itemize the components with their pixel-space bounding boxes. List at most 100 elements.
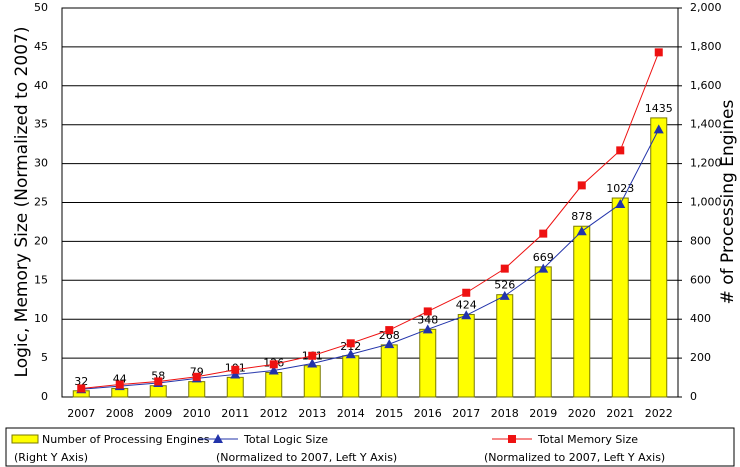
x-tick-label: 2020 <box>568 407 596 420</box>
bar <box>342 355 360 398</box>
marker <box>616 146 625 155</box>
bar-value-label: 348 <box>417 313 438 326</box>
legend-box <box>5 427 735 467</box>
bar <box>226 376 244 398</box>
bar <box>650 117 668 398</box>
bar <box>303 365 321 398</box>
y2-tick-label: 1,200 <box>690 157 722 170</box>
marker <box>576 226 587 236</box>
y2-tick-label: 400 <box>690 312 711 325</box>
legend-label: Total Logic Size <box>243 433 328 446</box>
plot-frame <box>61 7 679 398</box>
bar <box>611 197 629 398</box>
y-tick-label: 40 <box>34 79 48 92</box>
legend-label: Total Memory Size <box>537 433 638 446</box>
x-tick-label: 2010 <box>183 407 211 420</box>
line <box>81 52 660 389</box>
legend-label: Number of Processing Engines <box>42 433 210 446</box>
bar <box>188 381 206 398</box>
y-tick-label: 15 <box>34 273 48 286</box>
bar-value-label: 878 <box>571 210 592 223</box>
marker <box>615 199 626 209</box>
marker <box>269 360 278 369</box>
marker <box>499 290 510 300</box>
legend-note: (Normalized to 2007, Left Y Axis) <box>484 451 665 464</box>
x-tick-label: 2018 <box>491 407 519 420</box>
marker <box>654 48 663 57</box>
y-tick-label: 35 <box>34 118 48 131</box>
bar-value-label: 424 <box>456 299 477 312</box>
y2-tick-label: 1,800 <box>690 40 722 53</box>
y2-tick-label: 200 <box>690 351 711 364</box>
y-tick-label: 30 <box>34 157 48 170</box>
x-tick-label: 2019 <box>529 407 557 420</box>
y-tick-label: 0 <box>41 390 48 403</box>
legend-note: (Normalized to 2007, Left Y Axis) <box>216 451 397 464</box>
marker <box>345 349 356 359</box>
marker <box>462 288 471 297</box>
marker <box>423 307 432 316</box>
x-tick-label: 2013 <box>298 407 326 420</box>
y-axis-label: Logic, Memory Size (Normalized to 2007) <box>12 27 32 378</box>
marker <box>77 384 86 393</box>
marker <box>384 339 395 349</box>
bar <box>457 314 475 398</box>
marker <box>308 351 317 360</box>
bar <box>496 294 514 398</box>
y-tick-label: 50 <box>34 1 48 14</box>
x-tick-label: 2022 <box>645 407 673 420</box>
marker <box>385 326 394 335</box>
bar-value-label: 1023 <box>606 182 634 195</box>
x-tick-label: 2017 <box>452 407 480 420</box>
legend-swatch <box>11 434 39 444</box>
bar <box>419 328 437 398</box>
y2-tick-label: 1,600 <box>690 79 722 92</box>
y-tick-label: 5 <box>41 351 48 364</box>
legend-marker <box>508 435 516 443</box>
legend-note: (Right Y Axis) <box>14 451 88 464</box>
y-tick-label: 20 <box>34 234 48 247</box>
x-tick-label: 2008 <box>106 407 134 420</box>
x-tick-label: 2012 <box>260 407 288 420</box>
marker <box>154 377 163 386</box>
y2-axis-label: # of Processing Engines <box>718 99 738 304</box>
marker <box>268 365 279 375</box>
bar-value-label: 669 <box>533 251 554 264</box>
marker <box>538 263 549 273</box>
x-tick-label: 2007 <box>67 407 95 420</box>
y-tick-label: 10 <box>34 312 48 325</box>
x-tick-label: 2015 <box>375 407 403 420</box>
x-tick-label: 2011 <box>221 407 249 420</box>
bar <box>265 371 283 398</box>
y2-tick-label: 600 <box>690 273 711 286</box>
x-tick-label: 2009 <box>144 407 172 420</box>
marker <box>422 324 433 334</box>
marker <box>346 339 355 348</box>
x-tick-label: 2016 <box>414 407 442 420</box>
y2-tick-label: 1,400 <box>690 118 722 131</box>
marker <box>192 372 201 381</box>
marker <box>115 380 124 389</box>
bar-value-label: 526 <box>494 279 515 292</box>
marker <box>500 264 509 273</box>
bar <box>380 344 398 398</box>
marker <box>231 365 240 374</box>
marker <box>539 229 548 238</box>
y2-tick-label: 800 <box>690 234 711 247</box>
y2-tick-label: 2,000 <box>690 1 722 14</box>
bar <box>573 225 591 398</box>
line <box>81 129 660 390</box>
y-tick-label: 45 <box>34 40 48 53</box>
bar-value-label: 1435 <box>645 102 673 115</box>
marker <box>307 358 318 368</box>
y2-tick-label: 0 <box>690 390 697 403</box>
bar <box>149 385 167 398</box>
marker <box>230 369 241 379</box>
x-tick-label: 2014 <box>337 407 365 420</box>
y2-tick-label: 1,000 <box>690 196 722 209</box>
legend-marker <box>213 434 223 443</box>
marker <box>577 181 586 190</box>
marker <box>461 310 472 320</box>
x-tick-label: 2021 <box>606 407 634 420</box>
